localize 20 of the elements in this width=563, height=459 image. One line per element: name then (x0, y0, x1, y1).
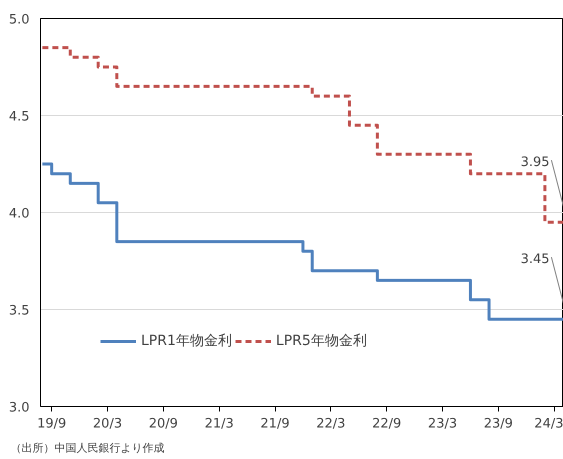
x-tick-label: 21/3 (204, 416, 234, 432)
x-tick-label: 23/3 (428, 416, 458, 432)
x-tick-label: 21/9 (260, 416, 290, 432)
y-tick-label: 4.0 (8, 206, 30, 222)
annotation: 3.45 (520, 252, 550, 267)
legend-label: LPR1年物金利 (141, 332, 232, 350)
x-tick-label: 24/3 (534, 416, 563, 432)
annotation: 3.95 (520, 154, 550, 170)
x-tick-label: 23/9 (484, 416, 513, 432)
y-tick-label: 4.5 (8, 110, 30, 124)
y-tick-label: 3.5 (8, 304, 30, 318)
x-tick-label: 22/3 (316, 416, 346, 432)
x-tick-label: 20/9 (148, 416, 178, 432)
text: （出所）中国人民銀行より作成 (10, 442, 164, 454)
y-tick-label: 3.0 (8, 400, 30, 416)
y-tick-label: 5.0 (8, 12, 30, 28)
x-tick-label: 20/3 (92, 416, 122, 432)
x-tick-label: 22/9 (372, 416, 402, 432)
x-tick-label: 19/9 (37, 416, 66, 432)
legend-label: LPR5年物金利 (276, 332, 367, 350)
